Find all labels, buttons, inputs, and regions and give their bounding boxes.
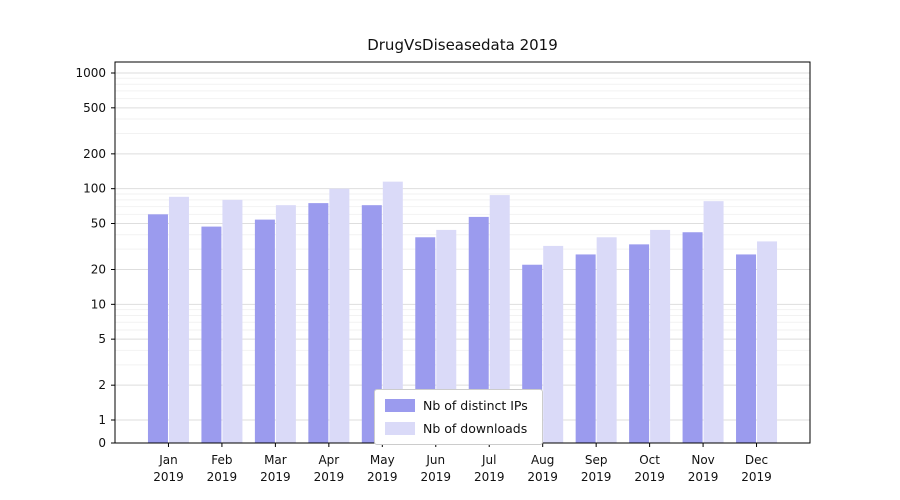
bar-downloads [275, 205, 296, 443]
legend-label-distinct-ips: Nb of distinct IPs [423, 398, 528, 413]
y-tick-label: 1000 [75, 66, 106, 80]
x-tick-label: Dec 2019 [741, 453, 772, 484]
y-tick-label: 20 [91, 263, 106, 277]
bar-distinct-ips [308, 203, 329, 443]
x-tick-label: Jan 2019 [153, 453, 184, 484]
bar-downloads [168, 196, 189, 443]
bar-distinct-ips [147, 214, 168, 443]
legend-item-distinct-ips: Nb of distinct IPs [385, 398, 528, 413]
y-tick-label: 0 [98, 436, 106, 450]
legend-swatch-distinct-ips [385, 399, 415, 412]
legend: Nb of distinct IPs Nb of downloads [374, 389, 543, 445]
bar-distinct-ips [361, 205, 382, 443]
x-tick-label: Jun 2019 [420, 453, 451, 484]
legend-swatch-downloads [385, 422, 415, 435]
x-tick-label: Mar 2019 [260, 453, 291, 484]
legend-item-downloads: Nb of downloads [385, 421, 528, 436]
x-tick-label: Nov 2019 [688, 453, 719, 484]
x-tick-label: Aug 2019 [527, 453, 558, 484]
bar-downloads [489, 195, 510, 443]
bar-downloads [650, 229, 671, 443]
chart-title: DrugVsDiseasedata 2019 [367, 36, 558, 54]
bar-downloads [382, 181, 403, 444]
bar-downloads [222, 199, 243, 443]
bar-distinct-ips [736, 254, 757, 443]
bar-distinct-ips [468, 216, 489, 443]
y-tick-label: 200 [83, 147, 106, 161]
x-tick-label: Jul 2019 [474, 453, 505, 484]
x-tick-label: Sep 2019 [581, 453, 612, 484]
x-tick-label: Feb 2019 [207, 453, 238, 484]
bar-downloads [596, 237, 617, 443]
bar-distinct-ips [575, 254, 596, 443]
bar-distinct-ips [682, 232, 703, 443]
legend-label-downloads: Nb of downloads [423, 421, 528, 436]
y-tick-label: 10 [91, 297, 106, 311]
y-tick-label: 500 [83, 101, 106, 115]
bar-downloads [703, 201, 724, 443]
bar-downloads [757, 241, 778, 443]
y-tick-label: 2 [98, 378, 106, 392]
y-tick-label: 50 [91, 216, 106, 230]
x-tick-label: May 2019 [367, 453, 398, 484]
bar-distinct-ips [254, 219, 275, 443]
x-tick-label: Apr 2019 [314, 453, 345, 484]
bar-downloads [543, 245, 564, 443]
y-tick-label: 5 [98, 332, 106, 346]
bar-distinct-ips [629, 244, 650, 443]
y-tick-label: 1 [98, 413, 106, 427]
bar-distinct-ips [201, 226, 222, 443]
y-tick-label: 100 [83, 182, 106, 196]
bar-downloads [329, 188, 350, 443]
x-tick-label: Oct 2019 [634, 453, 665, 484]
